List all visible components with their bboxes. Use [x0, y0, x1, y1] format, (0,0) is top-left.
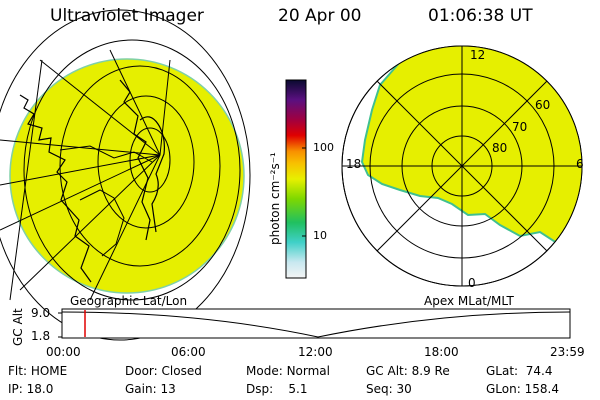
status-flt: Flt: HOME [8, 364, 68, 378]
timeline-xtick-1800: 18:00 [424, 345, 459, 359]
mlt-label-6: 6 [576, 157, 584, 171]
status-ip: IP: 18.0 [8, 382, 54, 396]
mlt-label-12: 12 [470, 48, 486, 62]
colorbar-tick-100: 100 [313, 141, 334, 154]
timeline-ytick-high: 9.0 [31, 306, 51, 320]
image-date: 20 Apr 00 [278, 6, 362, 26]
intensity-colorbar [285, 79, 307, 279]
status-glat: GLat: 74.4 [486, 364, 553, 378]
mlat-label-80: 80 [492, 141, 508, 155]
left-projection-label: Geographic Lat/Lon [70, 294, 188, 308]
status-seq: Seq: 30 [366, 382, 412, 396]
timeline-xtick-0600: 06:00 [171, 345, 206, 359]
mlat-label-60: 60 [535, 98, 551, 112]
status-glon: GLon: 158.4 [486, 382, 559, 396]
image-time: 01:06:38 UT [428, 6, 533, 26]
mlat-label-70: 70 [512, 120, 528, 134]
altitude-curve [61, 311, 571, 338]
timeline-ytick-low: 1.8 [31, 329, 51, 343]
right-projection-label: Apex MLat/MLT [424, 294, 514, 308]
status-mode: Mode: Normal [246, 364, 330, 378]
status-gc-alt: GC Alt: 8.9 Re [366, 364, 450, 378]
colorbar-tick-10: 10 [313, 229, 327, 242]
timeline-xtick-2359: 23:59 [550, 345, 585, 359]
mlt-label-0: 0 [468, 276, 476, 290]
timeline-ylabel: GC Alt [11, 308, 25, 346]
earth-disk [9, 58, 245, 294]
status-door: Door: Closed [125, 364, 202, 378]
mlt-label-18: 18 [346, 157, 362, 171]
timeline-xtick-1200: 12:00 [298, 345, 333, 359]
status-dsp: Dsp: 5.1 [246, 382, 308, 396]
timeline-xtick-0000: 00:00 [46, 345, 81, 359]
status-gain: Gain: 13 [125, 382, 176, 396]
instrument-title: Ultraviolet Imager [50, 6, 204, 26]
